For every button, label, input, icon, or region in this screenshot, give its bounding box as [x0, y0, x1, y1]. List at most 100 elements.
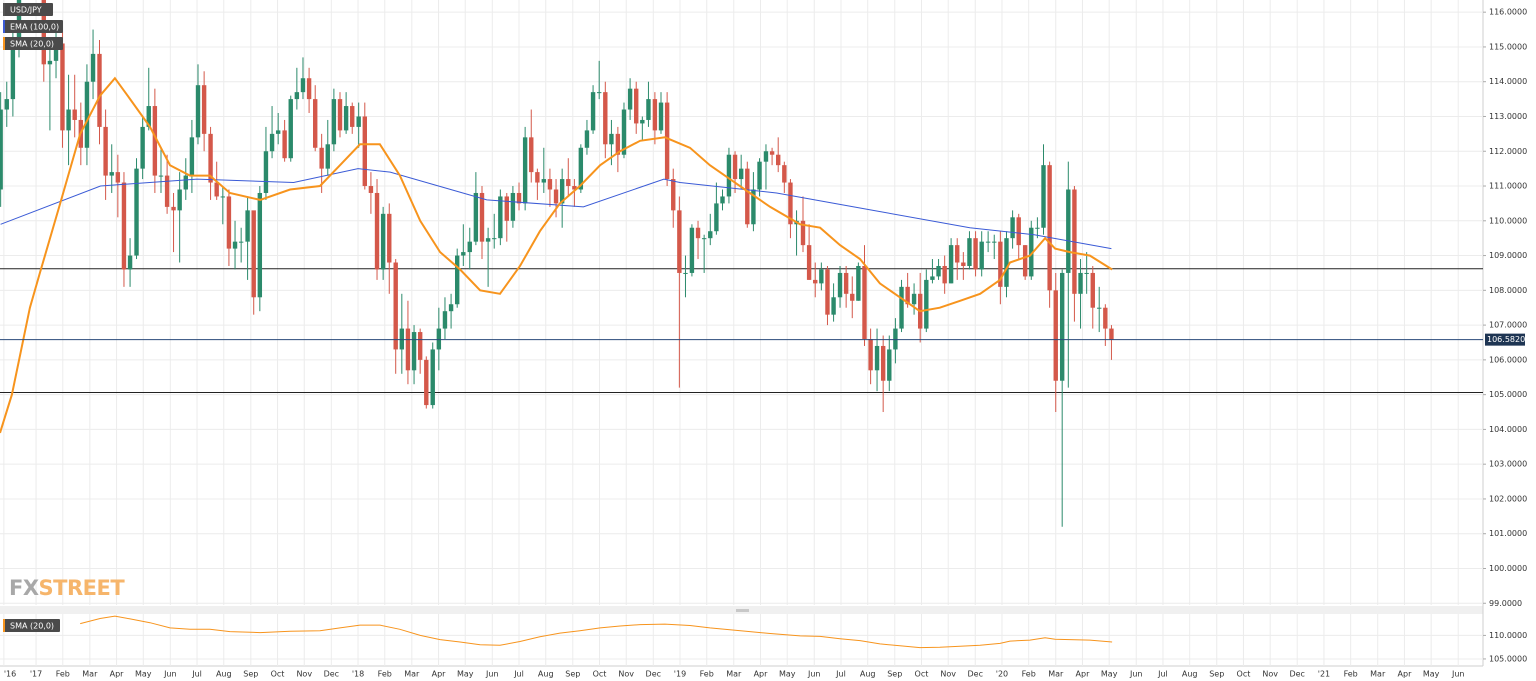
candle-body: [66, 109, 71, 131]
watermark-fx: FX: [9, 576, 39, 600]
watermark: FXSTREET: [9, 576, 125, 600]
candle-body: [195, 85, 201, 138]
candle-body: [343, 106, 349, 131]
x-tick-label: Feb: [1022, 670, 1036, 679]
x-tick-label: '21: [1318, 670, 1330, 679]
y-tick-label: 102.0000: [1489, 494, 1527, 503]
y-tick-label: 116.0000: [1489, 8, 1527, 17]
x-tick-label: Nov: [618, 670, 634, 679]
candle-body: [553, 189, 559, 204]
candle-body: [257, 192, 263, 298]
legend-label: EMA (100,0): [10, 23, 59, 32]
y-tick-label: 115.0000: [1489, 42, 1527, 51]
candle-body: [646, 99, 651, 120]
separator-handle[interactable]: [736, 609, 749, 612]
candle-body: [578, 147, 584, 190]
candle-body: [1010, 217, 1015, 239]
x-tick-label: Sep: [565, 670, 580, 679]
candle-body: [201, 85, 207, 134]
candle-body: [1035, 227, 1040, 229]
candle-body: [893, 328, 898, 350]
x-tick-label: Oct: [1237, 670, 1251, 679]
watermark-street: STREET: [39, 576, 126, 600]
candle-body: [825, 269, 830, 315]
legend-label: SMA (20,0): [10, 622, 54, 631]
candle-body: [640, 119, 645, 124]
candle-body: [559, 179, 565, 204]
x-tick-label: Jun: [807, 670, 821, 679]
candle-body: [547, 179, 553, 190]
y-tick-label: 110.0000: [1489, 631, 1527, 640]
candle-body: [831, 297, 836, 315]
legend-label: SMA (20,0): [10, 40, 54, 49]
main-plot: [0, 0, 1483, 605]
candle-body: [843, 272, 849, 294]
candle-body: [615, 133, 621, 155]
candle-body: [331, 99, 337, 145]
y-tick-label: 105.0000: [1489, 390, 1527, 399]
candle-body: [467, 241, 472, 253]
candle-body: [769, 151, 775, 155]
candle-body: [590, 92, 596, 131]
candle-body: [140, 126, 145, 169]
candle-body: [504, 196, 509, 221]
candle-body: [621, 109, 627, 155]
candle-body: [232, 241, 238, 249]
candle-body: [380, 213, 386, 270]
candle-body: [806, 245, 812, 280]
candle-body: [856, 265, 861, 301]
candle-body: [695, 227, 701, 239]
y-tick-label: 105.0000: [1489, 654, 1527, 663]
x-tick-label: Dec: [968, 670, 983, 679]
indicator-line: [0, 76, 1113, 434]
candle-body: [1004, 238, 1009, 287]
candle-body: [1090, 272, 1095, 308]
candle-body: [701, 238, 707, 240]
candle-body: [1059, 272, 1065, 381]
x-tick-label: '16: [4, 670, 16, 679]
candle-body: [356, 116, 361, 127]
candle-body: [263, 151, 269, 193]
candle-body: [387, 213, 392, 263]
candle-body: [183, 175, 188, 190]
candle-body: [596, 92, 602, 94]
candle-body: [813, 279, 818, 284]
x-tick-label: May: [1101, 670, 1118, 679]
x-tick-label: Jul: [835, 670, 846, 679]
candle-body: [1016, 217, 1021, 246]
candle-body: [220, 196, 226, 198]
candle-body: [226, 196, 232, 249]
candle-body: [609, 133, 614, 145]
candle-body: [1103, 307, 1108, 329]
candle-body: [313, 99, 318, 148]
candle-body: [819, 269, 824, 284]
x-tick-label: May: [1423, 670, 1440, 679]
indicator-line: [0, 168, 1112, 250]
y-tick-label: 103.0000: [1489, 460, 1527, 469]
legend-swatch: [3, 619, 5, 632]
x-tick-label: Apr: [110, 670, 125, 679]
x-tick-label: Feb: [700, 670, 714, 679]
candle-body: [751, 189, 756, 225]
candle-body: [1066, 189, 1071, 273]
candle-body: [998, 241, 1003, 287]
candle-body: [1029, 227, 1034, 277]
y-tick-label: 113.0000: [1489, 112, 1527, 121]
candle-body: [738, 168, 744, 180]
candle-body: [948, 245, 954, 284]
candle-body: [461, 252, 466, 256]
candle-body: [862, 265, 867, 340]
x-tick-label: Jun: [485, 670, 499, 679]
candle-body: [572, 186, 577, 190]
indicator-line: [80, 615, 1113, 649]
candle-body: [880, 345, 886, 381]
candle-body: [714, 203, 719, 232]
candle-body: [677, 210, 682, 273]
candle-body: [424, 359, 429, 406]
candle-body: [177, 189, 182, 211]
candle-body: [152, 106, 158, 176]
candle-body: [189, 137, 195, 176]
candle-body: [282, 130, 287, 159]
y-tick-label: 104.0000: [1489, 425, 1527, 434]
x-tick-label: Nov: [940, 670, 956, 679]
